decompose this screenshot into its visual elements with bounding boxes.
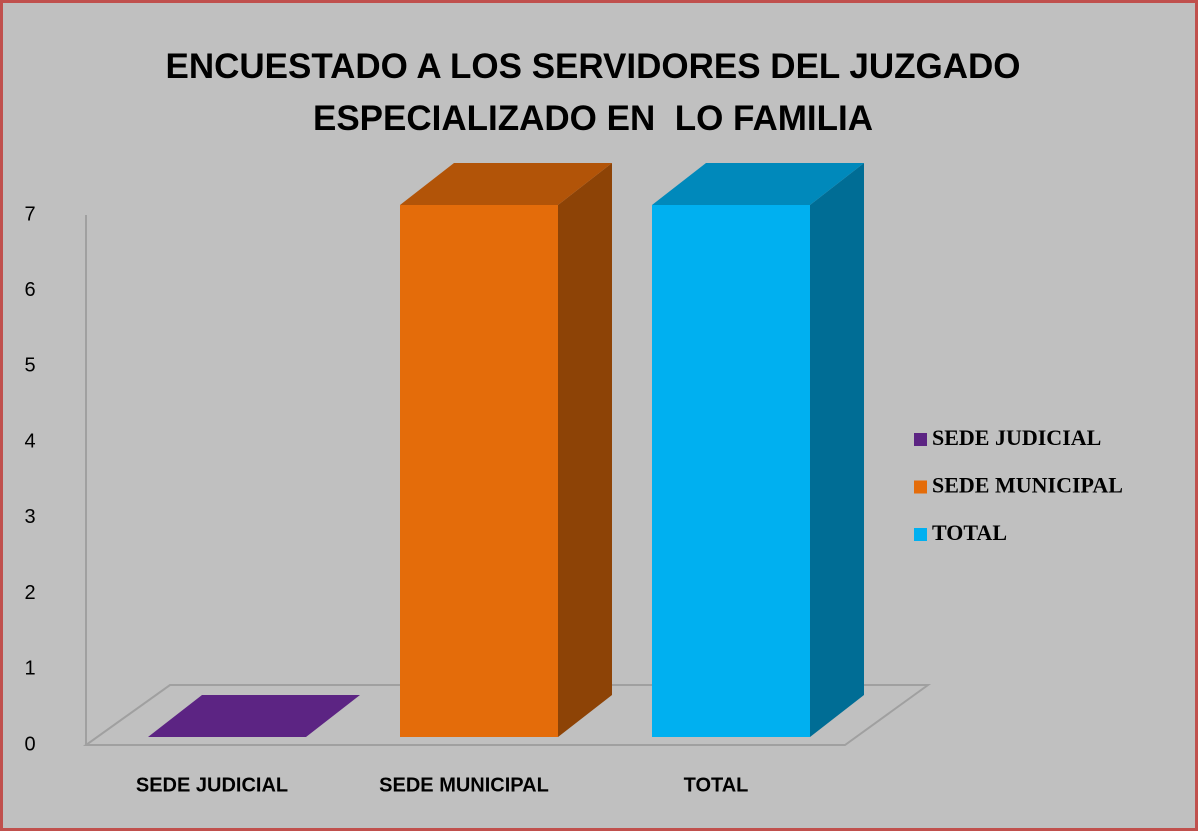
y-tick-label: 0 [24,733,35,755]
legend-swatch [914,480,927,494]
y-tick-label: 6 [24,279,35,301]
y-tick-label: 2 [24,582,35,604]
floor [82,684,932,746]
y-tick-label: 4 [24,430,35,452]
legend-swatch [914,528,927,541]
bar-top [400,163,612,205]
bar [400,205,558,737]
y-tick-label: 1 [24,658,35,680]
bar-top [652,163,864,205]
legend-swatch [914,433,927,446]
x-tick-label: SEDE MUNICIPAL [379,774,549,796]
bar-side [558,163,612,737]
y-tick-label: 5 [24,355,35,377]
y-tick-label: 7 [24,203,35,225]
legend-label: SEDE JUDICIAL [932,425,1101,450]
legend-label: SEDE MUNICIPAL [932,473,1123,498]
x-tick-label: TOTAL [684,774,749,796]
bar [652,205,810,737]
bar-side [810,163,864,737]
chart-title: ENCUESTADO A LOS SERVIDORES DEL JUZGADO … [165,47,1031,138]
legend-label: TOTAL [932,520,1007,545]
x-tick-label: SEDE JUDICIAL [136,774,288,796]
y-tick-label: 3 [24,506,35,528]
bar-top [148,695,360,737]
